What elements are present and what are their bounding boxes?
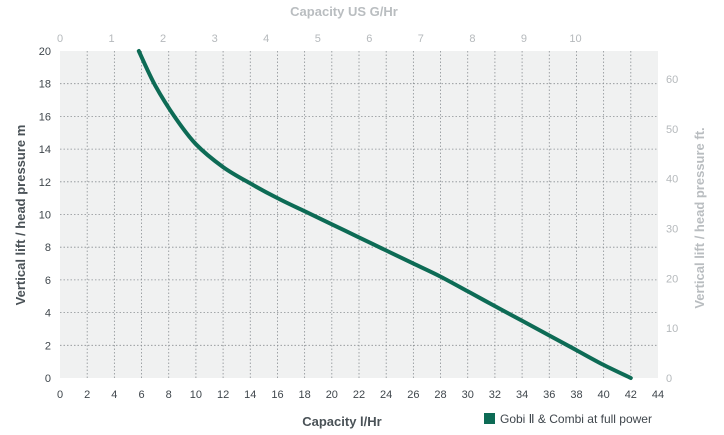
x2-axis-label: Capacity US G/Hr [290,4,398,19]
series-layer [136,49,633,380]
x-tick-label: 32 [489,389,501,401]
x-tick-label: 26 [407,389,419,401]
x-tick-label: 6 [138,389,144,401]
x-tick-label: 20 [326,389,338,401]
y2-tick-label: 50 [666,124,678,136]
y-tick-label: 0 [45,373,51,385]
x-tick-label: 38 [570,389,582,401]
x2-tick-label: 3 [212,33,218,45]
y2-tick-label: 30 [666,223,678,235]
x-tick-label: 42 [625,389,637,401]
x-tick-label: 44 [652,389,664,401]
x-tick-label: 14 [244,389,256,401]
y2-tick-label: 10 [666,323,678,335]
y2-tick-label: 20 [666,273,678,285]
x-tick-label: 10 [190,389,202,401]
x-tick-label: 40 [598,389,610,401]
y2-tick-label: 40 [666,174,678,186]
y-tick-label: 18 [39,79,51,91]
x2-tick-label: 8 [469,33,475,45]
x2-tick-label: 1 [108,33,114,45]
x-tick-label: 0 [57,389,63,401]
x-tick-label: 28 [434,389,446,401]
x-tick-label: 24 [380,389,392,401]
x2-tick-label: 4 [263,33,269,45]
x-tick-label: 22 [353,389,365,401]
legend-label: Gobi Ⅱ & Combi at full power [500,412,652,426]
y-tick-label: 2 [45,340,51,352]
x-tick-label: 34 [516,389,528,401]
y-tick-label: 20 [39,46,51,58]
x-axis-label: Capacity l/Hr [302,414,381,429]
y2-axis-label: Vertical lift / head pressure ft. [692,127,707,308]
series-line [136,49,633,380]
x-tick-label: 2 [84,389,90,401]
x2-tick-label: 7 [418,33,424,45]
y-axis-label: Vertical lift / head pressure m [13,125,28,306]
y-tick-label: 16 [39,111,51,123]
x-tick-label: 12 [217,389,229,401]
x2-tick-label: 0 [57,33,63,45]
y-tick-label: 4 [45,308,51,320]
y2-tick-label: 0 [666,373,672,385]
x2-tick-label: 5 [315,33,321,45]
y-tick-label: 10 [39,210,51,222]
y-tick-label: 14 [39,144,51,156]
grid [60,51,658,378]
x-tick-label: 30 [462,389,474,401]
x2-tick-label: 9 [521,33,527,45]
tick-labels: 0 2 4 6 8 10 12 14 16 18 20 22 24 26 28 30 32 34 36 38 40 42 4… [39,33,679,401]
legend-swatch [484,413,495,424]
y-tick-label: 6 [45,275,51,287]
x-tick-label: 18 [299,389,311,401]
x2-tick-label: 6 [366,33,372,45]
y2-tick-label: 60 [666,74,678,86]
y-tick-label: 12 [39,177,51,189]
x2-tick-label: 10 [569,33,581,45]
x-tick-label: 36 [543,389,555,401]
x-tick-label: 16 [271,389,283,401]
x-tick-label: 8 [166,389,172,401]
x-tick-label: 4 [111,389,117,401]
y-tick-label: 8 [45,242,51,254]
x2-tick-label: 2 [160,33,166,45]
